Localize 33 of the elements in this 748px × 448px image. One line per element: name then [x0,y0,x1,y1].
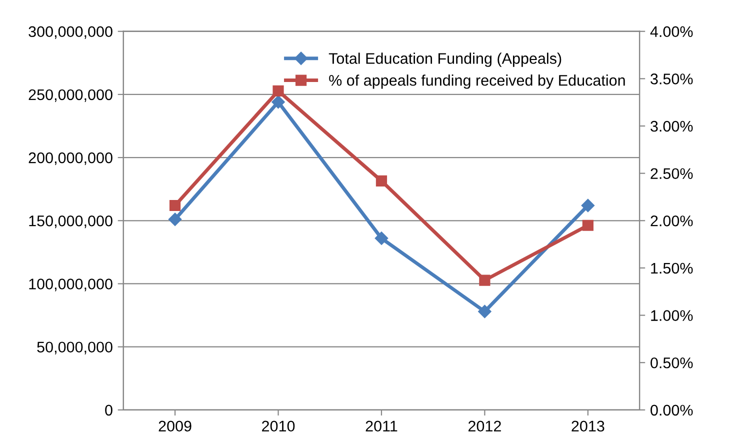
legend-label: Total Education Funding (Appeals) [328,52,562,67]
y-tick-label: 50,000,000 [37,342,112,354]
y2-tick-label: 2.50% [650,168,693,180]
point [376,175,388,186]
x-tick-label: 2011 [366,420,398,432]
point [374,232,388,245]
x-tick-label: 2009 [158,420,192,432]
point [478,304,492,318]
legend-label: % of appeals funding received by Education [329,74,625,89]
x-tick-label: 2013 [572,420,604,432]
point [582,220,594,231]
y-tick-label: 300,000,000 [28,26,112,39]
y2-tick-label: 3.00% [650,120,693,132]
y2-tick-label: 4.00% [650,26,693,38]
point [168,212,182,226]
point [479,274,490,286]
x-tick-label: 2012 [468,420,501,432]
point [272,95,285,109]
y-tick-label: 150,000,000 [29,216,112,228]
y2-tick-label: 3.50% [650,74,693,84]
y2-tick-label: 1.50% [651,262,693,274]
y-tick-label: 200,000,000 [28,152,112,166]
y2-tick-label: 0.50% [650,357,693,368]
x-tick-label: 2010 [262,420,295,432]
point [272,85,284,97]
y-tick-label: 0 [105,404,112,416]
y2-tick-label: 2.00% [650,216,693,226]
y-tick-label: 250,000,000 [28,89,112,102]
y-tick-label: 100,000,000 [29,278,112,292]
y2-tick-label: 1.00% [651,310,693,321]
y2-tick-label: 0.00% [650,404,693,416]
point [169,200,181,212]
point [581,198,595,212]
